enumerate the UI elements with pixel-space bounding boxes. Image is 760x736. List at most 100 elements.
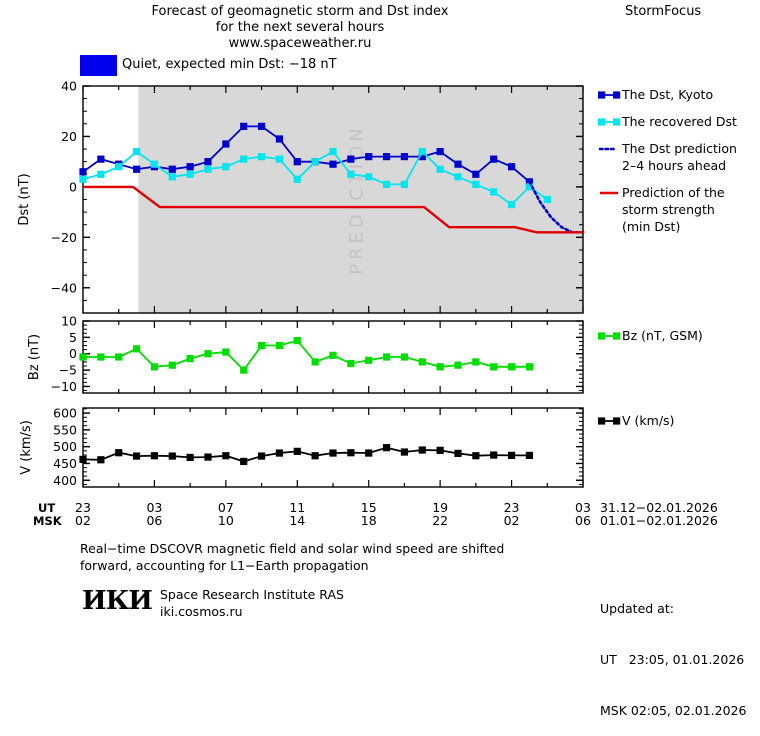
bz-panel-data-point [507, 363, 516, 371]
dst-panel-data-point [293, 175, 301, 183]
prediction-zone-band [138, 86, 583, 313]
bz-panel-data-point [454, 361, 462, 369]
v-panel-data-point [293, 447, 301, 455]
dst-panel-data-point [347, 155, 355, 163]
v-panel-data-point [418, 446, 426, 454]
v-panel-series-line [82, 446, 530, 463]
dst-panel-data-point [115, 163, 123, 171]
ut-tick-label: 03 [146, 500, 162, 515]
dst-panel-data-point [365, 153, 373, 161]
dst-panel-data-point [400, 153, 409, 161]
dst-panel-data-point [543, 195, 551, 204]
dst-panel-data-point [204, 165, 212, 173]
dst-panel-data-point [400, 180, 409, 188]
legend-label-storm-strength-3: (min Dst) [622, 219, 680, 234]
institute-site[interactable]: iki.cosmos.ru [160, 604, 243, 619]
ut-row-label: UT [38, 501, 55, 515]
dst-panel-data-point [97, 170, 105, 178]
ut-tick-label: 23 [75, 500, 91, 515]
v-panel-ytick-label: 400 [53, 473, 77, 488]
dst-panel-ylabel: Dst (nT) [17, 173, 32, 225]
legend-label-storm-strength: Prediction of the [622, 185, 725, 200]
v-panel-ylabel: V (km/s) [19, 420, 34, 475]
v-panel-frame [82, 407, 584, 488]
v-panel-data-point [204, 453, 212, 461]
dst-panel-ytick-label: 0 [69, 179, 77, 194]
ut-tick-label: 11 [289, 500, 305, 515]
dst-panel-data-point [132, 147, 141, 156]
dst-panel-ytick-label: −20 [51, 230, 77, 245]
note-line-2: forward, accounting for L1−Earth propaga… [80, 558, 369, 573]
dst-panel-data-point [436, 165, 444, 173]
bz-panel-data-point [418, 358, 426, 366]
msk-tick-label: 10 [218, 513, 234, 528]
v-panel-data-point [507, 451, 516, 459]
v-panel-data-point [347, 449, 355, 457]
dst-panel-data-point [222, 140, 230, 148]
dst-panel-data-point [454, 173, 462, 181]
msk-tick-label: 06 [146, 513, 162, 528]
v-panel-data-point [168, 452, 176, 460]
bz-panel-ytick-label: −5 [59, 363, 77, 378]
page-title: Forecast of geomagnetic storm and Dst in… [0, 4, 600, 52]
v-panel-data-point [365, 449, 373, 457]
v-panel-data-point [240, 457, 248, 466]
title-line-2: for the next several hours [215, 20, 385, 35]
dst-panel-data-point [472, 180, 480, 188]
dst-panel-data-point [490, 188, 498, 196]
v-panel-ytick-label: 600 [53, 406, 77, 421]
bz-panel-data-point [347, 359, 355, 368]
msk-tick-label: 18 [361, 513, 377, 528]
updated-title: Updated at: [600, 601, 674, 616]
bz-panel-ytick-label: −10 [51, 379, 77, 394]
title-line-1: Forecast of geomagnetic storm and Dst in… [151, 4, 449, 19]
v-panel-data-point [186, 453, 194, 462]
dst-panel-data-point [257, 122, 266, 130]
v-panel-data-point [311, 452, 319, 460]
dst-panel-data-point [204, 158, 212, 166]
v-panel-data-point [79, 455, 87, 464]
dst-panel-data-point [382, 153, 391, 161]
v-panel-ytick-label: 550 [53, 422, 77, 437]
v-panel-data-point [222, 452, 230, 460]
v-panel-data-point [382, 444, 391, 452]
legend-label-dst-prediction-2: 2–4 hours ahead [622, 158, 726, 173]
ut-tick-label: 07 [218, 500, 234, 515]
institute-block: Space Research Institute RAS iki.cosmos.… [160, 586, 344, 620]
bz-panel-data-point [436, 363, 444, 371]
ut-tick-label: 03 [575, 500, 591, 515]
dst-panel-data-point [472, 170, 480, 178]
bz-panel-data-point [257, 341, 266, 350]
dst-panel-data-point [507, 163, 516, 171]
msk-row-label: MSK [33, 514, 63, 528]
v-panel-data-point [490, 451, 498, 459]
bz-panel-data-point [115, 353, 123, 361]
dst-panel-data-point [293, 158, 301, 166]
dst-panel-data-point [222, 163, 230, 171]
legend-swatch-marker [598, 118, 606, 126]
v-panel-data-point [454, 449, 462, 457]
bz-panel-data-point [132, 345, 141, 353]
status-badge: Quiet, expected min Dst: −18 nT [122, 57, 337, 72]
note-line-1: Real−time DSCOVR magnetic field and sola… [80, 541, 505, 556]
v-panel-data-point [257, 452, 266, 460]
v-panel-data-point [132, 452, 141, 460]
ut-tick-label: 15 [361, 500, 377, 515]
dst-panel-data-point [329, 147, 337, 156]
v-panel-data-point [97, 456, 105, 464]
dst-panel-data-point [436, 147, 444, 156]
bz-panel-data-point [490, 363, 498, 371]
v-panel-ytick-label: 450 [53, 456, 77, 471]
legend-label-v: V (km/s) [622, 413, 674, 428]
dst-panel-ytick-label: −40 [51, 280, 77, 295]
brand-label: StormFocus [625, 4, 702, 19]
dst-panel-data-point [418, 147, 426, 156]
ut-tick-label: 19 [432, 500, 448, 515]
v-panel-data-point [329, 449, 337, 457]
v-panel-data-point [400, 448, 409, 456]
dst-panel-data-point [79, 168, 87, 176]
dst-panel-data-point [275, 135, 284, 143]
v-panel-data-point [115, 449, 123, 457]
bz-panel-data-point [222, 348, 230, 356]
